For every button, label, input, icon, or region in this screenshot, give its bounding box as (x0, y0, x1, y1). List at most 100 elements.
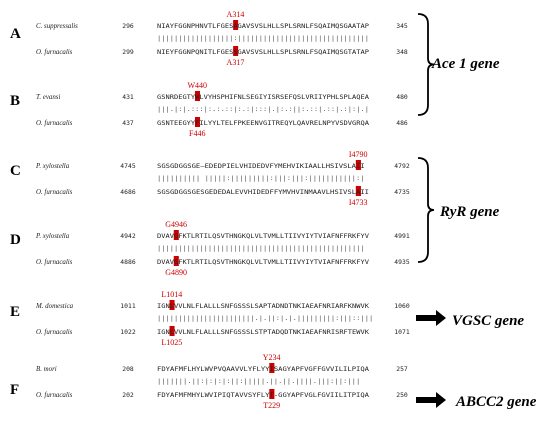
bottom-end-position: 4935 (394, 258, 410, 266)
bottom-mutation-label: T229 (263, 401, 280, 410)
bottom-species-name: O. furnacalis (36, 120, 73, 127)
top-start-position: 431 (122, 93, 134, 101)
top-mutation-highlight (269, 363, 275, 373)
bottom-mutation-highlight (169, 326, 175, 336)
top-start-position: 1011 (120, 302, 136, 310)
bottom-mutation-label: I4733 (349, 198, 368, 207)
panels-layer: A A314 A317 C. suppressalis O. furnacalis 296… (10, 10, 410, 410)
bottom-mutation-highlight (173, 256, 179, 266)
bottom-sequence: NIEYFGGNPQNITLFGESSGAVSVSLHLLSPLSRNLFSQA… (157, 48, 369, 56)
panel-b: B W440 F446 T. evansi O. furnacalis 431 437 GSN… (10, 81, 408, 138)
panel-letter: F (10, 382, 19, 398)
bottom-mutation-highlight (233, 46, 239, 56)
bottom-end-position: 4735 (394, 188, 410, 196)
bottom-start-position: 202 (122, 391, 134, 399)
bottom-species-name: O. furnacalis (36, 259, 73, 266)
curly-brace (417, 157, 435, 263)
gene-annotation-4: ABCC2 gene (416, 392, 537, 410)
top-mutation-highlight (169, 300, 175, 310)
bottom-mutation-label: L1025 (161, 338, 182, 347)
bottom-species-name: O. furnacalis (36, 329, 73, 336)
top-sequence: NIAYFGGNPHNVTLFGESAGAVSVSLHLLSPLSRNLFSQA… (157, 22, 369, 30)
top-mutation-label: A314 (227, 10, 245, 19)
curly-brace (417, 13, 435, 116)
top-end-position: 4991 (394, 232, 410, 240)
panel-e: E L1014 L1025 M. domestica O. furnacalis 1011… (10, 290, 410, 347)
top-mutation-label: W440 (187, 81, 207, 90)
top-end-position: 345 (396, 22, 408, 30)
bottom-species-name: O. furnacalis (36, 49, 73, 56)
match-line: |||||||||||||||||||||||.|.||:|.|.|||||||… (157, 314, 373, 322)
panel-d: D G4946 G4890 P. xylostella O. furnacalis 494… (10, 220, 410, 277)
panel-letter: C (10, 163, 21, 179)
bottom-sequence: FDYAFMFMHYLWVIPIQTAVVSYFLYT-GGYAPFVGLFGV… (157, 391, 369, 399)
panel-letter: E (10, 304, 20, 320)
bottom-start-position: 4686 (120, 188, 136, 196)
bottom-mutation-highlight (355, 186, 361, 196)
bottom-sequence: GSNTEEGYYFILYYLTELFPKEENVGITREQYLQAVRELN… (157, 119, 369, 127)
top-end-position: 257 (396, 365, 408, 373)
gene-label: ABCC2 gene (455, 394, 537, 410)
top-sequence: GSNRDEGTYWLVYHSPHIFNLSEGIYISRSEFQSLVRIIY… (157, 93, 369, 101)
gene-annotation-3: VGSC gene (416, 310, 524, 329)
top-sequence: SGSGDGGSGE—EDEDPIELVHIDEDVFYMEHVIKIAALLH… (157, 162, 365, 170)
bottom-end-position: 250 (396, 391, 408, 399)
panel-f: F Y234 T229 B. mori O. furnacalis 208 202 FDYAF… (10, 353, 408, 410)
bottom-species-name: O. furnacalis (36, 189, 73, 196)
bottom-end-position: 348 (396, 48, 408, 56)
genes-layer: Ace 1 gene RyR gene VGSC gene ABCC2 gene (416, 13, 537, 410)
bottom-end-position: 486 (396, 119, 408, 127)
bottom-mutation-label: A317 (227, 58, 245, 67)
top-mutation-highlight (194, 91, 200, 101)
gene-annotation-2: RyR gene (417, 157, 500, 263)
top-mutation-label: Y234 (263, 353, 281, 362)
top-end-position: 1060 (394, 302, 410, 310)
top-start-position: 296 (122, 22, 134, 30)
top-mutation-label: I4790 (349, 150, 368, 159)
bottom-mutation-label: G4890 (165, 268, 187, 277)
gene-annotation-1: Ace 1 gene (417, 13, 500, 116)
top-sequence: FDYAFMFLHYLWVPVQAAVVLYFLYYISAGYAPFVGFFGV… (157, 365, 369, 373)
bottom-mutation-highlight (194, 117, 200, 127)
bottom-sequence: SGSGDGGSGESGEDEDALEVVHIDEDFFYMVHVINMAAVL… (157, 188, 369, 196)
match-line: ||||||||||||||||||:|||||||||||||||||||||… (157, 34, 369, 42)
top-sequence: IGNLVVLNLFLALLLSNFGSSSLSAPTADNDTNKIAEAFN… (157, 302, 369, 310)
gene-label: RyR gene (439, 204, 500, 220)
bottom-mutation-highlight (269, 389, 275, 399)
top-mutation-label: L1014 (161, 290, 182, 299)
bottom-start-position: 437 (122, 119, 134, 127)
bottom-start-position: 299 (122, 48, 134, 56)
top-mutation-highlight (355, 160, 361, 170)
panel-letter: B (10, 93, 20, 109)
top-mutation-highlight (173, 230, 179, 240)
top-start-position: 4745 (120, 162, 136, 170)
top-species-name: M. domestica (35, 303, 74, 310)
top-end-position: 4792 (394, 162, 410, 170)
match-line: |||.|:|.:::|:.:.::|:.:|:::|.|:.:||:.::|.… (157, 105, 369, 113)
top-species-name: P. xylostella (35, 233, 70, 240)
top-species-name: B. mori (36, 366, 57, 373)
gene-label: Ace 1 gene (431, 56, 500, 72)
top-mutation-highlight (233, 20, 239, 30)
top-species-name: T. evansi (36, 94, 60, 101)
bottom-sequence: IGNLVVLNLFLALLLSNFGSSSLSTPTADQDTNKIAEAFN… (157, 328, 369, 336)
top-start-position: 208 (122, 365, 134, 373)
bottom-sequence: DVAVGFKTLRTILQSVTHNGKQLVLTVMLLTIIVYIYTVI… (157, 258, 369, 266)
match-line: ||||||||||||||||||||||||||||||||||||||||… (157, 244, 365, 252)
match-line: |||||||||| |||||:|||||||||:|||:|||:|||||… (157, 174, 365, 182)
bottom-start-position: 4886 (120, 258, 136, 266)
top-sequence: DVAVGFKTLRTILQSVTHNGKQLVLTVMLLTIIVYIYTVI… (157, 232, 369, 240)
top-end-position: 480 (396, 93, 408, 101)
top-species-name: P. xylostella (35, 163, 70, 170)
gene-label: VGSC gene (452, 313, 524, 329)
top-mutation-label: G4946 (165, 220, 187, 229)
panel-a: A A314 A317 C. suppressalis O. furnacalis 296… (10, 10, 408, 67)
match-line: |||||||.||:|:|:|:||:|||||.||.||.||||.|||… (157, 377, 360, 385)
panel-c: C I4790 I4733 P. xylostella O. furnacalis 474… (10, 150, 410, 207)
bottom-species-name: O. furnacalis (36, 392, 73, 399)
arrow-icon (416, 392, 446, 408)
top-start-position: 4942 (120, 232, 136, 240)
bottom-start-position: 1022 (120, 328, 136, 336)
panel-letter: A (10, 26, 21, 42)
